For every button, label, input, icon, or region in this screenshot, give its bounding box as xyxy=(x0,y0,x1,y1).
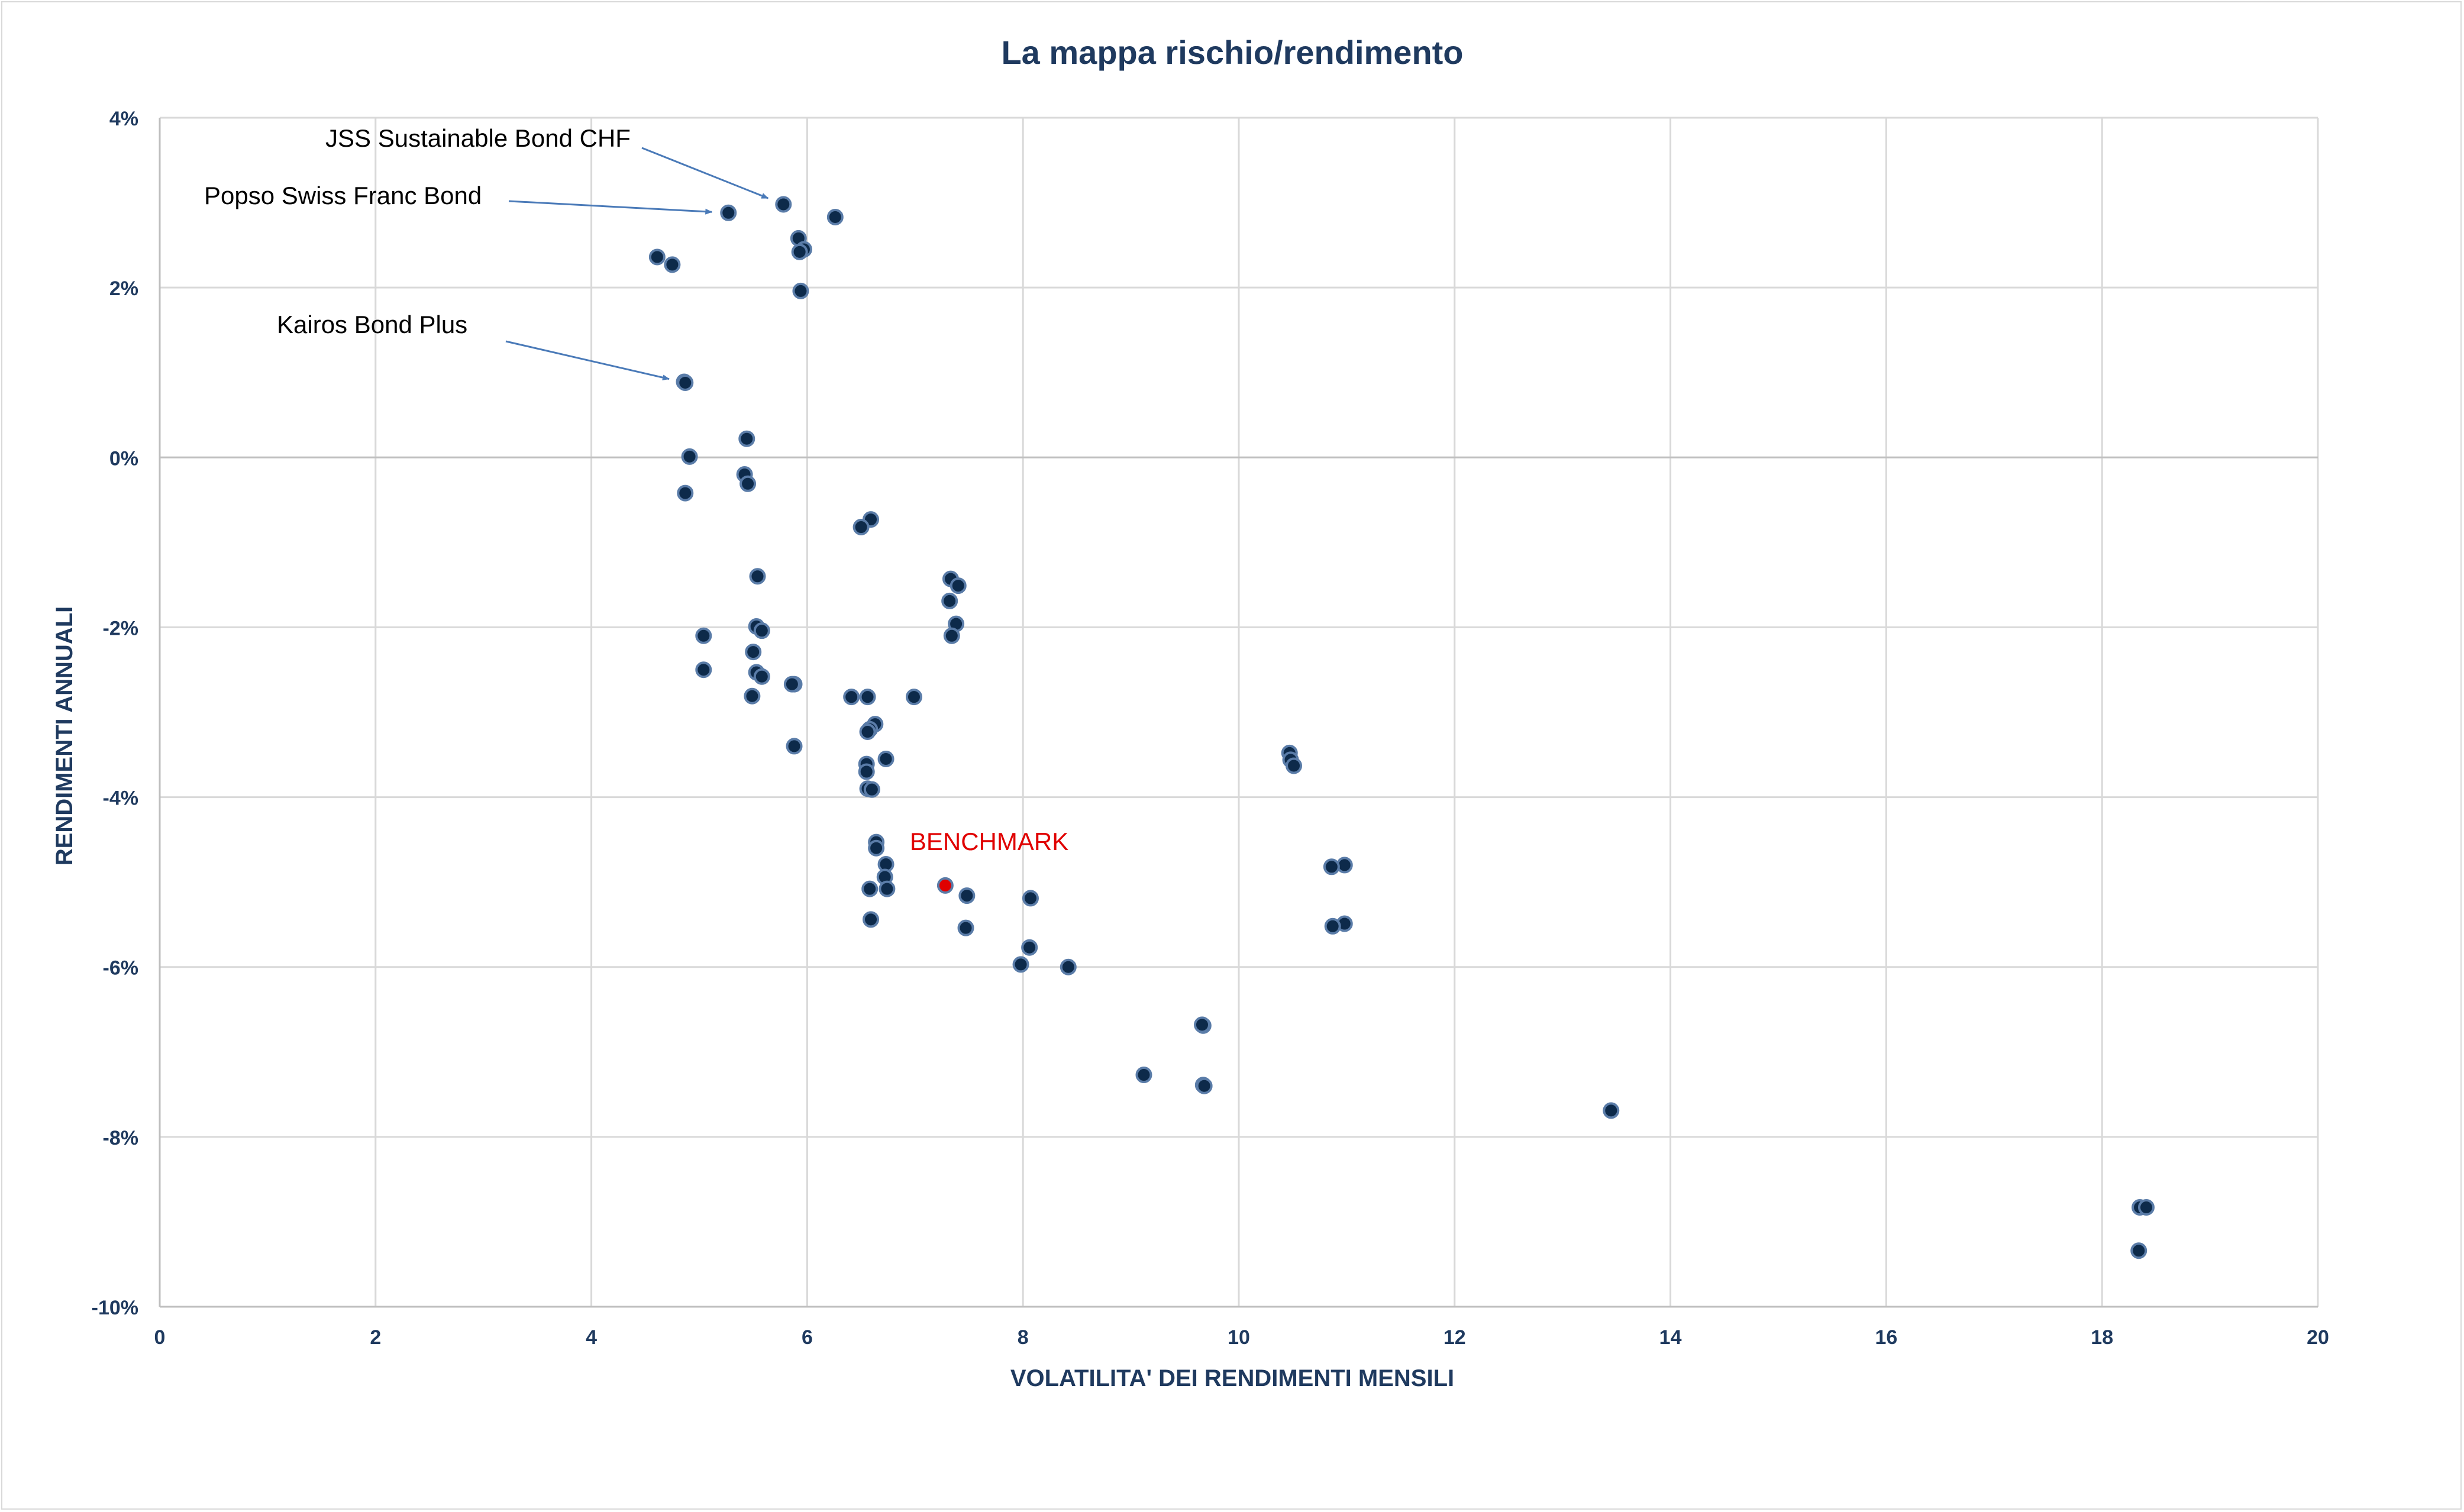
y-tick-label: 4% xyxy=(109,108,138,130)
data-point xyxy=(859,689,876,706)
data-point xyxy=(863,781,880,798)
data-point xyxy=(858,763,875,780)
annotation-label: JSS Sustainable Bond CHF xyxy=(325,124,631,152)
annotation-arrow xyxy=(508,200,713,215)
data-point xyxy=(792,282,809,299)
data-point xyxy=(695,661,712,679)
annotation-arrow xyxy=(505,340,670,381)
x-tick-label: 12 xyxy=(1443,1326,1466,1349)
x-tick-label: 4 xyxy=(586,1326,597,1349)
x-tick-label: 20 xyxy=(2307,1326,2329,1349)
data-point xyxy=(1021,939,1038,956)
data-point xyxy=(843,689,860,706)
data-point xyxy=(1012,956,1029,973)
data-point xyxy=(863,911,880,928)
y-tick-label: -4% xyxy=(103,787,138,810)
data-point xyxy=(1060,958,1077,975)
data-point xyxy=(786,738,803,755)
data-point xyxy=(877,750,894,767)
x-tick-label: 14 xyxy=(1659,1326,1682,1349)
data-point xyxy=(677,484,694,502)
data-point xyxy=(1603,1102,1620,1119)
data-point xyxy=(1323,858,1340,875)
y-axis-ticks: 4% 2% 0% -2% -4% -6% -8% -10% xyxy=(92,108,138,1319)
data-point xyxy=(720,204,737,221)
y-tick-label: -10% xyxy=(92,1297,138,1319)
data-point xyxy=(1022,890,1039,907)
data-point xyxy=(738,430,755,447)
data-point xyxy=(677,374,694,391)
data-point xyxy=(648,248,666,266)
data-point xyxy=(943,627,960,644)
x-tick-label: 16 xyxy=(1875,1326,1897,1349)
data-point xyxy=(753,668,770,685)
data-point xyxy=(868,839,885,857)
data-point xyxy=(958,887,976,904)
annotation-label: Kairos Bond Plus xyxy=(277,311,467,338)
data-point xyxy=(852,519,870,536)
y-tick-label: -2% xyxy=(103,617,138,639)
x-axis-ticks: 0 2 4 6 8 10 12 14 16 18 20 xyxy=(154,1326,2329,1349)
annotation-label: Popso Swiss Franc Bond xyxy=(204,182,482,209)
data-point xyxy=(749,568,766,585)
data-point xyxy=(1135,1067,1152,1084)
data-point xyxy=(745,644,762,661)
data-point xyxy=(753,622,770,639)
data-point xyxy=(695,627,712,644)
data-point xyxy=(1286,757,1303,774)
y-tick-label: -8% xyxy=(103,1127,138,1149)
data-point xyxy=(744,687,761,705)
annotations: BENCHMARK JSS Sustainable Bond CHF Popso S… xyxy=(204,124,1068,855)
y-tick-label: 2% xyxy=(109,277,138,300)
x-tick-label: 0 xyxy=(154,1326,166,1349)
data-point xyxy=(1324,917,1341,935)
y-tick-label: 0% xyxy=(109,447,138,470)
x-tick-label: 8 xyxy=(1018,1326,1029,1349)
data-point xyxy=(775,196,792,213)
data-point xyxy=(826,208,844,225)
data-point xyxy=(1193,1016,1210,1033)
data-point xyxy=(859,723,876,741)
y-axis-label: RENDIMENTI ANNUALI xyxy=(51,606,77,866)
data-point xyxy=(905,689,922,706)
data-point xyxy=(1196,1077,1213,1094)
data-point xyxy=(957,919,974,936)
data-point xyxy=(783,676,800,693)
x-tick-label: 18 xyxy=(2091,1326,2113,1349)
data-point xyxy=(2130,1242,2147,1259)
x-tick-label: 10 xyxy=(1228,1326,1250,1349)
chart-title: La mappa rischio/rendimento xyxy=(1001,34,1463,71)
data-point xyxy=(2137,1199,2155,1216)
benchmark-label: BENCHMARK xyxy=(910,828,1068,855)
data-point xyxy=(664,256,681,273)
x-tick-label: 6 xyxy=(802,1326,813,1349)
x-axis-label: VOLATILITA' DEI RENDIMENTI MENSILI xyxy=(1010,1365,1454,1391)
data-point xyxy=(879,880,896,897)
data-point xyxy=(681,448,698,465)
annotation-arrow xyxy=(641,147,769,199)
data-point xyxy=(791,243,808,260)
data-points xyxy=(648,196,2155,1259)
y-tick-label: -6% xyxy=(103,957,138,980)
grid-lines xyxy=(159,117,2319,1308)
data-point xyxy=(941,592,958,609)
benchmark-point xyxy=(936,877,954,894)
x-tick-label: 2 xyxy=(370,1326,381,1349)
data-point xyxy=(950,577,967,595)
data-point xyxy=(739,475,757,492)
data-point xyxy=(861,880,879,897)
